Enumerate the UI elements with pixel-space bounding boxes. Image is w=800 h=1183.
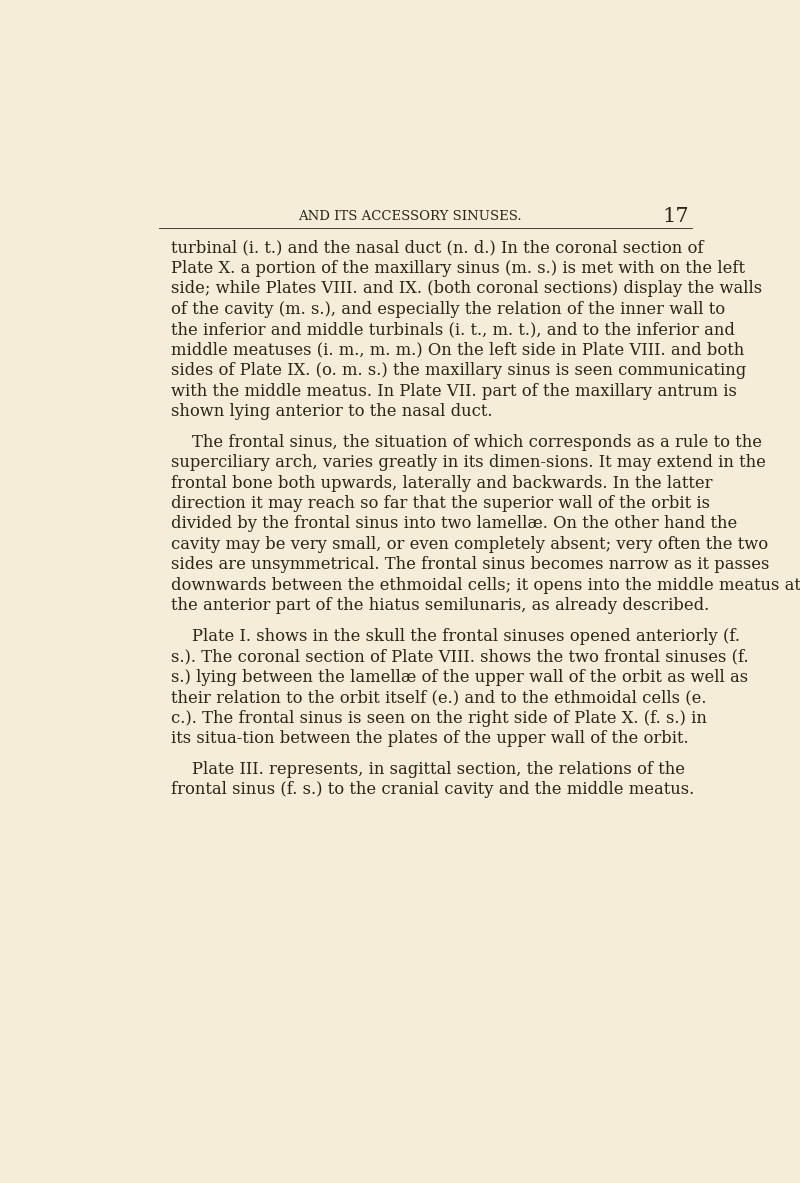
Text: the anterior part of the hiatus semilunaris, as already described.: the anterior part of the hiatus semiluna… [171,597,710,614]
Text: side; while Plates VIII. and IX. (both coronal sections) display the walls: side; while Plates VIII. and IX. (both c… [171,280,762,297]
Text: superciliary arch, varies greatly in its dimen­sions. It may extend in the: superciliary arch, varies greatly in its… [171,454,766,471]
Text: their relation to the orbit itself (e.) and to the ethmoidal cells (e.: their relation to the orbit itself (e.) … [171,690,707,706]
Text: 17: 17 [662,207,689,226]
Text: downwards between the ethmoidal cells; it opens into the middle meatus at: downwards between the ethmoidal cells; i… [171,577,800,594]
Text: shown lying anterior to the nasal duct.: shown lying anterior to the nasal duct. [171,403,493,420]
Text: AND ITS ACCESSORY SINUSES.: AND ITS ACCESSORY SINUSES. [298,211,522,224]
Text: the inferior and middle turbinals (i. t., m. t.), and to the inferior and: the inferior and middle turbinals (i. t.… [171,322,735,338]
Text: cavity may be very small, or even completely absent; very often the two: cavity may be very small, or even comple… [171,536,769,552]
Text: Plate I. shows in the skull the frontal sinuses opened anteriorly (f.: Plate I. shows in the skull the frontal … [171,628,740,645]
Text: turbinal (i. t.) and the nasal duct (n. d.) In the coronal section of: turbinal (i. t.) and the nasal duct (n. … [171,239,704,257]
Text: its situa­tion between the plates of the upper wall of the orbit.: its situa­tion between the plates of the… [171,730,689,748]
Text: Plate III. represents, in sagittal section, the relations of the: Plate III. represents, in sagittal secti… [171,761,686,777]
Text: of the cavity (m. s.), and especially the relation of the inner wall to: of the cavity (m. s.), and especially th… [171,300,726,318]
Text: s.). The coronal section of Plate VIII. shows the two frontal sinuses (f.: s.). The coronal section of Plate VIII. … [171,648,749,665]
Text: frontal bone both upwards, laterally and backwards. In the latter: frontal bone both upwards, laterally and… [171,474,713,491]
Text: The frontal sinus, the situation of which corresponds as a rule to the: The frontal sinus, the situation of whic… [171,434,762,451]
Text: divided by the frontal sinus into two lamellæ. On the other hand the: divided by the frontal sinus into two la… [171,516,738,532]
Text: sides are unsymmetrical. The frontal sinus becomes narrow as it passes: sides are unsymmetrical. The frontal sin… [171,556,770,574]
Text: middle meatuses (i. m., m. m.) On the left side in Plate VIII. and both: middle meatuses (i. m., m. m.) On the le… [171,342,745,358]
Text: sides of Plate IX. (o. m. s.) the maxillary sinus is seen communicating: sides of Plate IX. (o. m. s.) the maxill… [171,362,746,379]
Text: Plate X. a portion of the maxillary sinus (m. s.) is met with on the left: Plate X. a portion of the maxillary sinu… [171,260,746,277]
Text: direction it may reach so far that the superior wall of the orbit is: direction it may reach so far that the s… [171,494,710,512]
Text: c.). The frontal sinus is seen on the right side of Plate X. (f. s.) in: c.). The frontal sinus is seen on the ri… [171,710,707,726]
Text: frontal sinus (f. s.) to the cranial cavity and the middle meatus.: frontal sinus (f. s.) to the cranial cav… [171,781,694,799]
Text: s.) lying between the lamellæ of the upper wall of the orbit as well as: s.) lying between the lamellæ of the upp… [171,668,749,686]
Text: with the middle meatus. In Plate VII. part of the maxillary antrum is: with the middle meatus. In Plate VII. pa… [171,382,737,400]
